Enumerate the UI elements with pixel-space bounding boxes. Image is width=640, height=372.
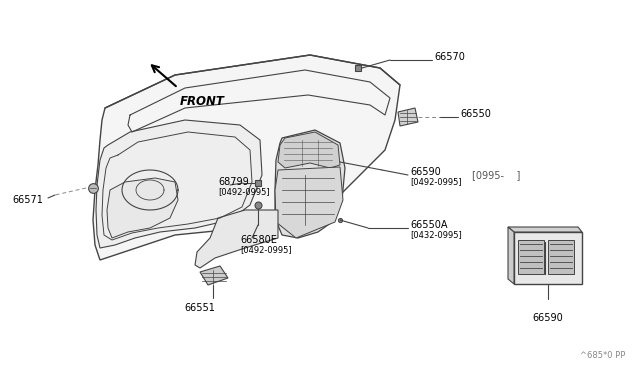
Text: 66580E: 66580E xyxy=(240,235,277,245)
Text: 66590: 66590 xyxy=(532,313,563,323)
Polygon shape xyxy=(548,240,574,274)
Text: 66590: 66590 xyxy=(410,167,441,177)
Text: 66570: 66570 xyxy=(434,52,465,62)
Polygon shape xyxy=(514,232,582,284)
Polygon shape xyxy=(508,227,514,284)
Text: [0432-0995]: [0432-0995] xyxy=(410,231,461,240)
Text: FRONT: FRONT xyxy=(180,95,225,108)
Text: [0492-0995]: [0492-0995] xyxy=(218,187,269,196)
Text: 68799: 68799 xyxy=(218,177,249,187)
Text: ^685*0 PP: ^685*0 PP xyxy=(580,350,625,359)
Text: [0492-0995]: [0492-0995] xyxy=(240,246,292,254)
Polygon shape xyxy=(195,210,278,268)
Polygon shape xyxy=(275,130,345,238)
Text: [0995-    ]: [0995- ] xyxy=(472,170,520,180)
Polygon shape xyxy=(398,108,418,126)
Text: 66550A: 66550A xyxy=(410,220,447,230)
Text: 66551: 66551 xyxy=(184,303,216,313)
Polygon shape xyxy=(275,167,343,238)
Polygon shape xyxy=(93,55,400,260)
Text: [0492-0995]: [0492-0995] xyxy=(410,177,461,186)
Polygon shape xyxy=(96,120,262,248)
Polygon shape xyxy=(278,132,340,168)
Polygon shape xyxy=(508,227,582,232)
Text: 66571: 66571 xyxy=(12,195,43,205)
Polygon shape xyxy=(200,266,228,285)
Polygon shape xyxy=(107,178,178,238)
Polygon shape xyxy=(518,240,544,274)
Text: 66550: 66550 xyxy=(460,109,491,119)
